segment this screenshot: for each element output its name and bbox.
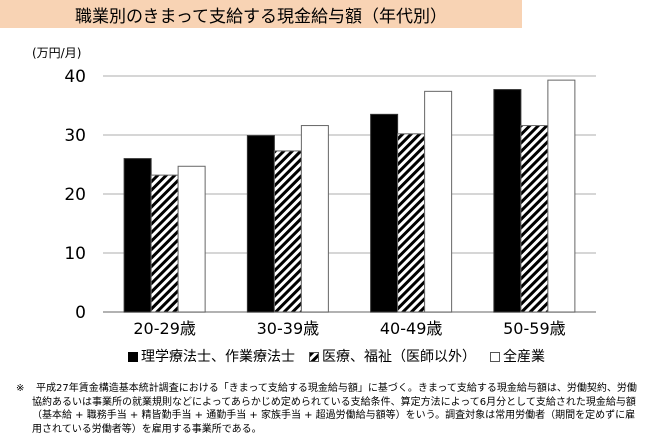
y-tick-label: 40	[64, 67, 86, 87]
bar-3-30-39歳	[300, 125, 329, 313]
bar-1-40-49歳	[370, 113, 399, 313]
footnote-text: 平成27年賃金構造基本統計調査における「きまって支給する現金給与額」に基づく。き…	[32, 383, 637, 435]
y-axis-unit-label: (万円/月)	[32, 46, 82, 60]
y-tick-label: 0	[75, 303, 86, 323]
y-tick-label: 10	[64, 244, 86, 264]
bar-2-30-39歳	[273, 150, 302, 313]
bar-2-40-49歳	[397, 133, 426, 313]
legend-item-medical-welfare: 医療、福祉（医師以外）	[309, 346, 476, 366]
chart-title-text: 職業別のきまって支給する現金給与額（年代別）	[75, 6, 447, 27]
legend-swatch-hatched	[309, 352, 319, 362]
x-tick-label: 20-29歳	[133, 319, 196, 338]
bar-1-50-59歳	[493, 89, 522, 313]
bar-2-50-59歳	[520, 125, 549, 313]
y-tick-label: 30	[64, 126, 86, 146]
legend-item-pt-ot: 理学療法士、作業療法士	[128, 346, 295, 366]
chart-title: 職業別のきまって支給する現金給与額（年代別）	[0, 0, 522, 28]
legend-swatch-white	[490, 352, 500, 362]
legend-swatch-black	[128, 352, 138, 362]
legend-item-all-industries: 全産業	[490, 346, 545, 366]
footnote-mark: ※	[16, 383, 25, 394]
bar-1-30-39歳	[246, 135, 275, 313]
bar-3-50-59歳	[547, 79, 576, 313]
footnote: ※ 平成27年賃金構造基本統計調査における「きまって支給する現金給与額」に基づく…	[16, 382, 641, 436]
bar-3-20-29歳	[177, 165, 206, 313]
bar-chart: 0 10 20 30 40 20-29歳 30-39歳 40-49歳 50-59歳	[64, 67, 596, 338]
x-tick-label: 50-59歳	[503, 319, 566, 338]
bar-1-20-29歳	[123, 158, 152, 313]
y-tick-label: 20	[64, 185, 86, 205]
bar-3-40-49歳	[424, 90, 453, 313]
legend: 理学療法士、作業療法士 医療、福祉（医師以外） 全産業	[128, 346, 545, 366]
x-tick-label: 40-49歳	[380, 319, 443, 338]
bar-2-20-29歳	[150, 174, 179, 313]
x-tick-label: 30-39歳	[257, 319, 320, 338]
